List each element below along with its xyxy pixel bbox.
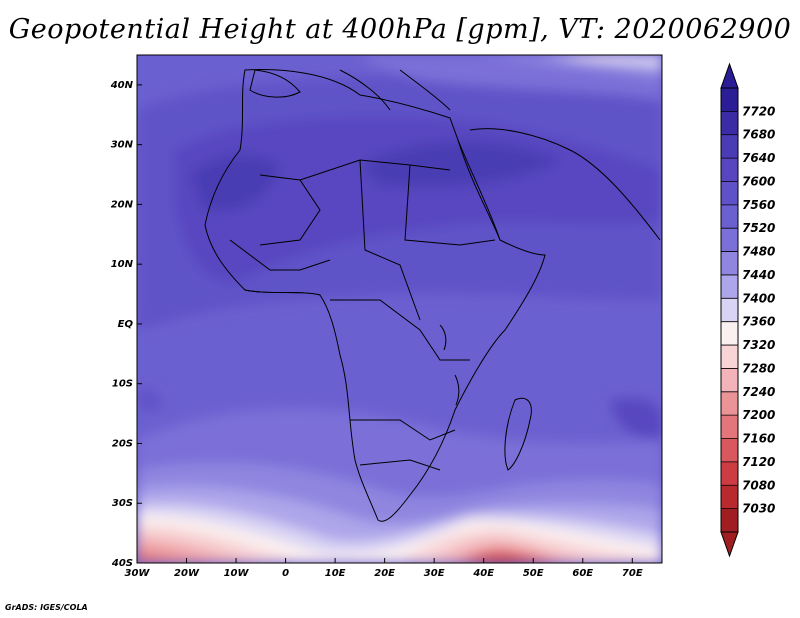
lat-tick-label: 30N — [111, 140, 134, 151]
lon-tick-label: 50E — [523, 568, 544, 579]
band-7600-east — [610, 398, 662, 440]
colorbar-swatch — [721, 461, 738, 486]
lon-tick-label: 0 — [282, 568, 289, 579]
lon-tick-label: 70E — [622, 568, 643, 579]
colorbar-bottom-arrow — [720, 531, 739, 558]
colorbar-level-label: 7680 — [742, 128, 775, 142]
colorbar-swatch — [721, 415, 738, 440]
lon-tick-label: 30W — [125, 568, 151, 579]
longitude-axis: 30W 20W 10W 0 10E 20E 30E 40E 50E 60E 70E — [125, 558, 643, 579]
border-7 — [359, 459, 441, 471]
colorbar-swatch — [721, 485, 738, 510]
colorbar-level-label: 7120 — [742, 455, 775, 469]
lat-tick-label: 30S — [112, 498, 133, 509]
border-5 — [330, 299, 470, 361]
colorbar-swatch — [721, 111, 738, 136]
colorbar-level-label: 7320 — [742, 338, 775, 352]
lon-tick-label: 60E — [572, 568, 593, 579]
iberia — [249, 69, 301, 98]
band-7200-sw — [137, 553, 180, 563]
red-sea — [457, 139, 501, 241]
colorbar-level-label: 7160 — [742, 432, 775, 446]
coastlines — [204, 69, 661, 522]
lat-tick-label: 40S — [111, 558, 133, 569]
lat-tick-label: EQ — [118, 319, 134, 330]
lon-tick-label: 10W — [224, 568, 250, 579]
colorbar-swatch — [721, 228, 738, 253]
band-7560-west — [137, 388, 161, 411]
map-title: Geopotential Height at 400hPa [gpm], VT:… — [8, 14, 792, 45]
colorbar-level-label: 7080 — [742, 478, 775, 492]
colorbar-swatch — [721, 321, 738, 346]
colorbar-swatch — [721, 368, 738, 393]
colorbar-level-label: 7640 — [742, 151, 775, 165]
border-8 — [229, 239, 331, 271]
colorbar-frame — [720, 87, 739, 533]
latitude-axis: 40N 30N 20N 10N EQ 10S 20S 30S 40S — [110, 80, 142, 569]
colorbar-level-label: 7360 — [742, 315, 775, 329]
gulf-guinea — [244, 289, 321, 296]
colorbar-level-label: 7280 — [742, 361, 775, 375]
lon-tick-label: 20E — [374, 568, 395, 579]
colorbar-level-label: 7560 — [742, 198, 775, 212]
colorbar-level-label: 7200 — [742, 408, 775, 422]
colorbar-swatch — [721, 438, 738, 463]
band-7360-north — [560, 55, 640, 60]
colorbar-level-label: 7400 — [742, 291, 775, 305]
lon-tick-label: 10E — [325, 568, 346, 579]
band-7640 — [190, 154, 280, 211]
colorbar-swatch — [721, 204, 738, 229]
colorbar-swatch — [721, 88, 738, 112]
colorbar: 7720 7680 7640 7600 7560 7520 7480 7440 7400 7360… — [720, 62, 775, 558]
colorbar-swatch — [721, 508, 738, 533]
colorbar-swatch — [721, 274, 738, 299]
colorbar-level-label: 7240 — [742, 385, 775, 399]
colorbar-swatch — [721, 134, 738, 159]
lat-tick-label: 20S — [112, 438, 133, 449]
band-7400-north — [540, 55, 662, 68]
colorbar-level-label: 7520 — [742, 221, 775, 235]
italy-balkans — [339, 69, 451, 111]
colorbar-level-label: 7440 — [742, 268, 775, 282]
colorbar-swatch — [721, 345, 738, 369]
lon-tick-label: 20W — [174, 568, 200, 579]
lon-tick-label: 30E — [424, 568, 445, 579]
lat-tick-label: 40N — [110, 80, 134, 91]
colorbar-top-arrow — [720, 62, 739, 89]
lat-tick-label: 10S — [112, 379, 133, 390]
lon-tick-label: 40E — [472, 568, 494, 579]
colorbar-swatch — [721, 158, 738, 182]
colorbar-swatch — [721, 391, 738, 416]
border-1 — [259, 174, 321, 246]
madagascar — [504, 397, 532, 471]
border-2 — [299, 159, 451, 181]
africa-coastline — [204, 69, 546, 522]
colorbar-swatch — [721, 298, 738, 323]
grads-credit: GrADS: IGES/COLA — [5, 603, 88, 612]
lakes — [439, 324, 460, 406]
colorbar-level-label: 7480 — [742, 245, 775, 259]
band-7120-se — [470, 554, 542, 563]
colorbar-level-label: 7600 — [742, 174, 775, 188]
lat-tick-label: 20N — [111, 199, 134, 210]
border-6 — [350, 419, 456, 441]
plot-frame — [136, 54, 663, 564]
band-7640b — [360, 141, 560, 187]
arabia-coast — [469, 128, 661, 241]
lat-tick-label: 10N — [111, 259, 134, 270]
border-4 — [404, 164, 496, 246]
colorbar-swatch — [721, 181, 738, 206]
colorbar-level-label: 7030 — [742, 502, 775, 516]
colorbar-swatch — [721, 251, 738, 276]
colorbar-level-label: 7720 — [742, 104, 775, 118]
height-field — [137, 55, 662, 563]
border-3 — [359, 159, 421, 321]
